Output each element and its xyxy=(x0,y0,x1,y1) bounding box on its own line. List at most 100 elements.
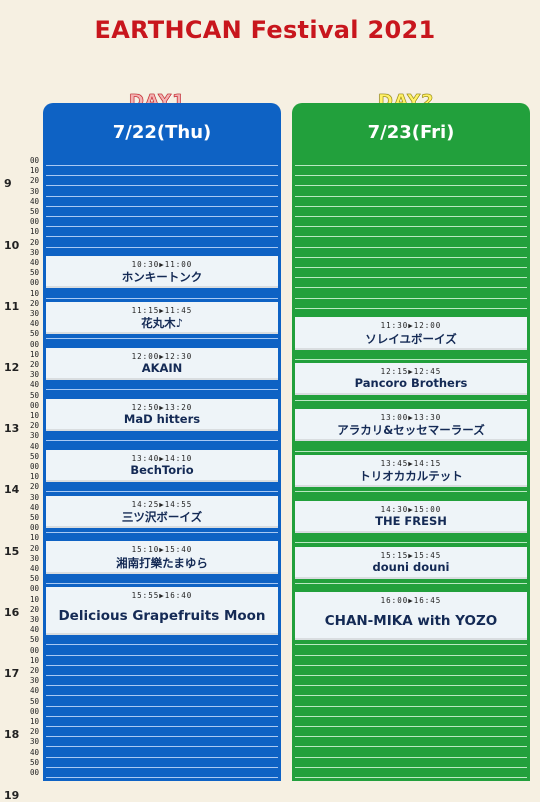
minute-label: 20 xyxy=(29,666,39,675)
artist-name: Delicious Grapefruits Moon xyxy=(58,608,266,625)
minute-label: 20 xyxy=(29,360,39,369)
hour-label: 16 xyxy=(4,605,20,619)
grid-line xyxy=(46,205,278,207)
grid-line xyxy=(46,644,278,646)
grid-line xyxy=(295,491,527,493)
grid-line xyxy=(46,246,278,248)
performance-slot: 11:30▶12:00 ソレイユボーイズ xyxy=(295,317,527,350)
grid-line xyxy=(295,205,527,207)
grid-line xyxy=(295,256,527,258)
grid-line xyxy=(295,664,527,666)
grid-line xyxy=(46,532,278,534)
performance-slot: 15:10▶15:40 湘南打樂たまゆら xyxy=(46,541,278,574)
performance-slot: 13:40▶14:10 BechTorio xyxy=(46,449,278,483)
performance-slot: 13:00▶13:30 アラカリ&セッセマーラーズ xyxy=(295,408,527,442)
performance-slot: 14:30▶15:00 THE FRESH xyxy=(295,500,527,534)
grid-line xyxy=(46,297,278,299)
slot-time: 15:15▶15:45 xyxy=(380,550,442,560)
slot-time: 12:50▶13:20 xyxy=(131,402,193,412)
grid-line xyxy=(46,654,278,656)
artist-name: MaD hitters xyxy=(123,412,201,427)
minute-label: 00 xyxy=(29,339,39,349)
slot-time: 13:00▶13:30 xyxy=(380,412,442,422)
grid-line xyxy=(46,175,278,177)
artist-name: douni douni xyxy=(372,560,450,575)
slot-time: 14:25▶14:55 xyxy=(131,499,193,509)
minute-label: 00 xyxy=(29,156,39,165)
grid-line xyxy=(295,267,527,268)
minute-label: 20 xyxy=(29,604,39,614)
grid-line xyxy=(295,297,527,299)
minute-label: 30 xyxy=(29,615,39,624)
grid-line xyxy=(46,236,278,238)
grid-line xyxy=(46,185,278,187)
minute-label: 50 xyxy=(29,696,39,706)
grid-line xyxy=(295,195,527,197)
grid-line xyxy=(46,491,278,493)
minute-label: 40 xyxy=(29,502,39,512)
minute-label: 50 xyxy=(29,513,39,522)
hour-label: 11 xyxy=(4,299,20,313)
performance-slot: 11:15▶11:45 花丸木♪ xyxy=(46,301,278,335)
grid-line xyxy=(295,583,527,585)
minute-label: 40 xyxy=(29,625,39,635)
minute-label: 20 xyxy=(29,237,39,247)
grid-line xyxy=(295,236,527,238)
grid-line xyxy=(295,746,527,748)
hour-label: 14 xyxy=(4,483,20,497)
minute-label: 20 xyxy=(29,298,39,308)
artist-name: 湘南打樂たまゆら xyxy=(116,555,208,570)
hour-label: 13 xyxy=(4,422,20,436)
day2-date: 7/23(Fri) xyxy=(367,122,455,143)
page-title: EARTHCAN Festival 2021 xyxy=(94,16,436,44)
minute-label: 30 xyxy=(29,553,39,563)
artist-name: アラカリ&セッセマーラーズ xyxy=(337,423,485,438)
hour-label: 18 xyxy=(4,728,20,742)
grid-line xyxy=(295,246,527,248)
grid-line xyxy=(46,726,278,727)
grid-line xyxy=(46,736,278,738)
grid-line xyxy=(295,165,527,166)
hour-label: 15 xyxy=(4,544,20,558)
minute-label: 30 xyxy=(29,431,39,441)
minute-label: 00 xyxy=(29,645,39,655)
minute-label: 00 xyxy=(29,523,39,533)
minute-label: 30 xyxy=(29,247,39,257)
day1-column: 7/22(Thu) 10:30▶11:00 ホンキートンク 11:15▶11:45 花… xyxy=(43,103,281,781)
minute-label: 10 xyxy=(29,227,39,237)
hour-label: 17 xyxy=(4,667,20,680)
performance-slot: 14:25▶14:55 三ツ沢ボーイズ xyxy=(46,495,278,529)
minute-label: 50 xyxy=(29,207,39,216)
grid-line xyxy=(46,664,278,666)
grid-line xyxy=(46,338,278,340)
grid-line xyxy=(295,307,527,309)
grid-line xyxy=(295,715,527,717)
minute-label: 10 xyxy=(29,288,39,298)
minute-label: 40 xyxy=(29,380,39,390)
artist-name: CHAN-MIKA with YOZO xyxy=(324,613,498,630)
hour-label: 10 xyxy=(4,238,20,252)
grid-line xyxy=(295,736,527,738)
performance-slot: 15:55▶16:40 Delicious Grapefruits Moon xyxy=(46,587,278,636)
minute-label: 00 xyxy=(29,768,39,777)
minute-label: 00 xyxy=(29,400,39,410)
minute-label: 20 xyxy=(29,421,39,431)
grid-line xyxy=(46,389,278,391)
minute-label: 20 xyxy=(29,543,39,553)
grid-line xyxy=(295,226,527,228)
minute-label: 00 xyxy=(29,706,39,716)
slot-time: 13:45▶14:15 xyxy=(380,458,442,468)
minute-label: 10 xyxy=(29,349,39,359)
minute-label: 40 xyxy=(29,319,39,329)
grid-line xyxy=(46,675,278,676)
slot-time: 10:30▶11:00 xyxy=(131,259,193,269)
minute-label: 20 xyxy=(29,482,39,492)
grid-line xyxy=(46,685,278,687)
grid-line xyxy=(46,766,278,768)
minute-label: 40 xyxy=(29,441,39,451)
grid-line xyxy=(295,654,527,656)
grid-line xyxy=(46,756,278,758)
grid-line xyxy=(295,705,527,707)
minute-label: 00 xyxy=(29,462,39,471)
grid-line xyxy=(46,195,278,197)
